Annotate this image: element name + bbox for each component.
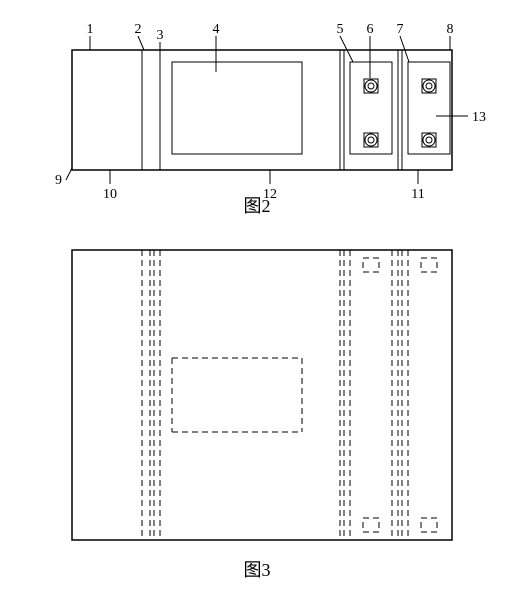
- svg-text:3: 3: [157, 28, 164, 43]
- svg-text:13: 13: [472, 110, 486, 125]
- svg-text:1: 1: [87, 22, 94, 37]
- svg-text:6: 6: [367, 22, 374, 37]
- figure-3-label: 图3: [0, 556, 514, 582]
- svg-text:4: 4: [213, 22, 220, 37]
- page: 12345678910111213 图2 图3: [0, 0, 514, 600]
- figure-3-diagram: [0, 240, 514, 560]
- svg-text:8: 8: [447, 22, 454, 37]
- svg-text:5: 5: [337, 22, 344, 37]
- figure-2-diagram: 12345678910111213: [0, 0, 514, 210]
- figure-2-label: 图2: [0, 192, 514, 218]
- svg-text:9: 9: [55, 173, 62, 188]
- svg-text:7: 7: [397, 22, 404, 37]
- svg-text:2: 2: [135, 22, 142, 37]
